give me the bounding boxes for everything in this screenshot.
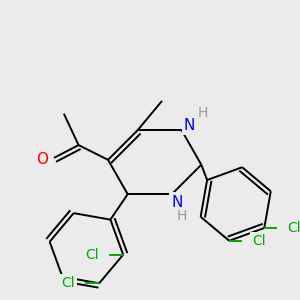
Text: N: N: [184, 118, 195, 133]
Text: Cl: Cl: [287, 221, 300, 235]
Text: O: O: [36, 152, 48, 167]
Text: Cl: Cl: [252, 234, 266, 248]
Text: H: H: [198, 106, 208, 120]
Text: H: H: [176, 209, 187, 223]
Text: N: N: [171, 195, 182, 210]
Text: Cl: Cl: [61, 276, 75, 290]
Text: Cl: Cl: [85, 248, 99, 262]
